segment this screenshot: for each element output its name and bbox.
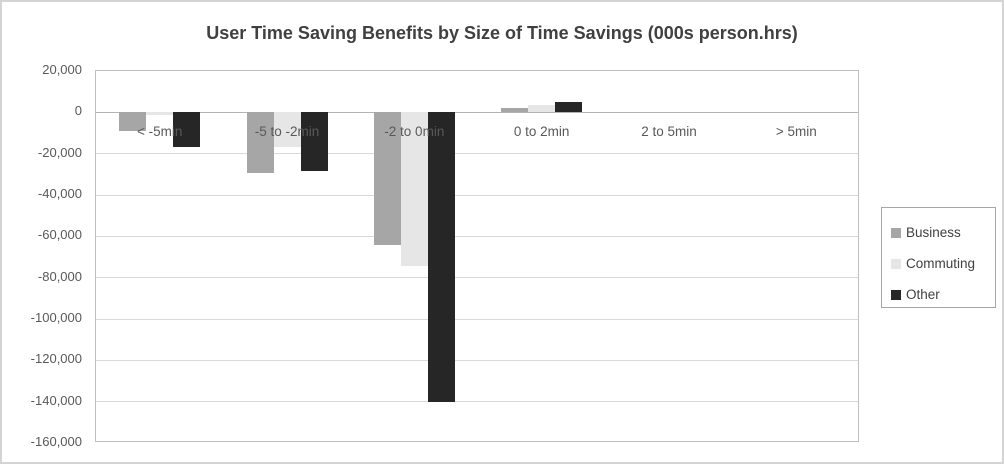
legend-item-label: Commuting bbox=[906, 256, 976, 271]
chart-title: User Time Saving Benefits by Size of Tim… bbox=[206, 23, 798, 43]
plot-area: < -5min -5 to -2min -2 to 0min 0 to 2min 2 t… bbox=[95, 70, 859, 442]
y-axis-tick-label: -140,000 bbox=[30, 392, 82, 408]
zero-axis-line bbox=[96, 111, 858, 113]
gridline bbox=[96, 359, 858, 361]
y-axis-tick-label: -40,000 bbox=[37, 186, 82, 201]
y-axis-tick-label: -120,000 bbox=[30, 351, 82, 367]
x-axis-label-3: -2 to 0min bbox=[384, 124, 445, 140]
bar-commuting-3[interactable] bbox=[400, 112, 428, 267]
legend[interactable]: Business Commuting Other bbox=[881, 207, 996, 308]
gridline bbox=[96, 318, 858, 320]
legend-swatch-commuting-icon bbox=[891, 258, 901, 269]
y-axis-tick-label: -80,000 bbox=[37, 268, 82, 284]
legend-swatch-business-icon bbox=[891, 227, 901, 238]
y-axis-tick-label: -160,000 bbox=[30, 434, 82, 449]
y-axis-tick-label: 20,000 bbox=[42, 62, 82, 77]
legend-item-business[interactable]: Business bbox=[891, 217, 995, 248]
x-axis-label-4: 0 to 2min bbox=[513, 124, 570, 140]
legend-swatch-other-icon bbox=[891, 289, 901, 300]
gridline bbox=[96, 153, 858, 155]
x-axis-label-6: > 5min bbox=[775, 124, 817, 140]
legend-item-other[interactable]: Other bbox=[891, 279, 995, 310]
bar-commuting-1[interactable] bbox=[146, 112, 174, 116]
legend-item-label: Business bbox=[906, 225, 961, 240]
bar-business-3[interactable] bbox=[373, 112, 401, 245]
gridline bbox=[96, 277, 858, 279]
y-axis-tick-label: -100,000 bbox=[30, 310, 82, 325]
bar-other-3[interactable] bbox=[427, 112, 455, 402]
gridline bbox=[96, 401, 858, 403]
x-axis-label-5: 2 to 5min bbox=[641, 124, 697, 140]
bar-other-4[interactable] bbox=[555, 102, 583, 113]
legend-item-commuting[interactable]: Commuting bbox=[891, 248, 995, 279]
bar-commuting-2[interactable] bbox=[273, 112, 301, 148]
x-axis-label-1: < -5min bbox=[136, 124, 183, 140]
bar-commuting-4[interactable] bbox=[528, 105, 556, 113]
gridline bbox=[96, 194, 858, 196]
gridline bbox=[96, 235, 858, 237]
y-axis-tick-label: -20,000 bbox=[37, 144, 82, 160]
bar-business-2[interactable] bbox=[246, 112, 274, 174]
bar-business-1[interactable] bbox=[119, 112, 147, 131]
bar-other-2[interactable] bbox=[300, 112, 328, 172]
bar-business-4[interactable] bbox=[501, 108, 529, 113]
x-axis-label-2: -5 to -2min bbox=[254, 124, 320, 140]
y-axis-tick-label: 0 bbox=[74, 103, 82, 119]
y-axis-tick-label: -60,000 bbox=[37, 227, 82, 243]
legend-item-label: Other bbox=[906, 287, 940, 302]
bar-other-1[interactable] bbox=[173, 112, 201, 148]
